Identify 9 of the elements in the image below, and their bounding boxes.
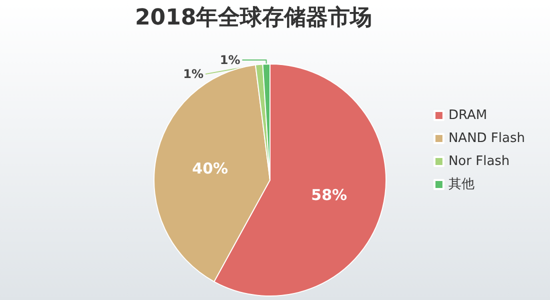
chart-title: 2018年全球存储器市场 [135, 4, 372, 30]
legend-label: DRAM [448, 108, 488, 123]
legend-label: 其他 [448, 177, 474, 192]
data-label: 1% [183, 67, 204, 82]
data-label: 40% [192, 160, 228, 178]
legend-label: Nor Flash [448, 154, 510, 169]
data-label: 1% [220, 53, 240, 68]
legend-label: NAND Flash [448, 131, 526, 146]
data-label: 58% [311, 186, 348, 204]
